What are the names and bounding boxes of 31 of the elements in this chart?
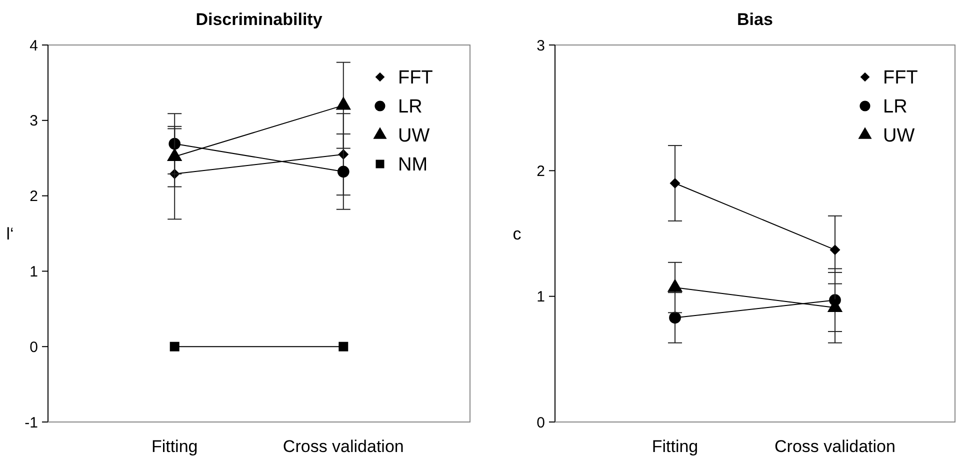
point (170, 342, 180, 352)
legend-label: FFT (883, 68, 918, 89)
legend-label: LR (398, 96, 422, 118)
legend-label: NM (398, 154, 428, 176)
x-tick-label: Fitting (151, 437, 198, 456)
y-tick-label: 2 (536, 162, 545, 180)
y-tick-label: 1 (30, 263, 38, 280)
y-tick-label: 2 (30, 188, 38, 206)
point (338, 342, 348, 352)
y-tick-label: 0 (30, 338, 38, 356)
y-tick-label: 3 (536, 37, 545, 54)
y-tick-label: 0 (536, 414, 545, 432)
point (669, 312, 681, 324)
x-tick-label: Cross validation (774, 437, 896, 456)
y-tick-label: -1 (24, 414, 38, 432)
y-tick-label: 3 (30, 112, 38, 130)
y-axis-title: c (512, 224, 522, 244)
y-tick-label: 1 (536, 288, 545, 306)
legend-label: UW (398, 126, 430, 147)
point (830, 244, 840, 256)
y-axis-title: l‘ (6, 224, 14, 244)
legend-label: LR (883, 96, 908, 118)
legend-label: UW (883, 126, 915, 147)
legend-label: FFT (398, 68, 434, 89)
chart-title: Discriminability (196, 10, 323, 29)
x-tick-label: Cross validation (282, 437, 404, 456)
y-tick-label: 4 (30, 37, 38, 54)
x-tick-label: Fitting (652, 437, 698, 456)
chart-title: Bias (737, 10, 773, 29)
point (670, 178, 680, 188)
point (337, 166, 350, 178)
